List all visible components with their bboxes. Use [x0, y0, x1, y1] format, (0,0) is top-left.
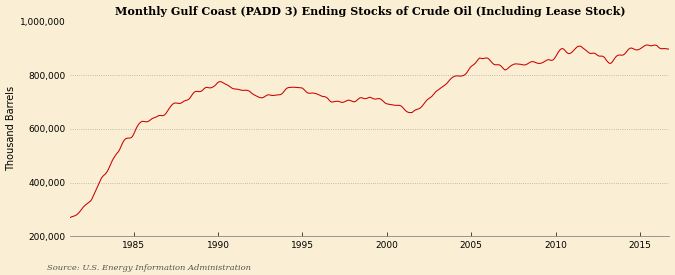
Title: Monthly Gulf Coast (PADD 3) Ending Stocks of Crude Oil (Including Lease Stock): Monthly Gulf Coast (PADD 3) Ending Stock… [115, 6, 625, 16]
Text: Source: U.S. Energy Information Administration: Source: U.S. Energy Information Administ… [47, 264, 251, 272]
Y-axis label: Thousand Barrels: Thousand Barrels [5, 86, 16, 172]
